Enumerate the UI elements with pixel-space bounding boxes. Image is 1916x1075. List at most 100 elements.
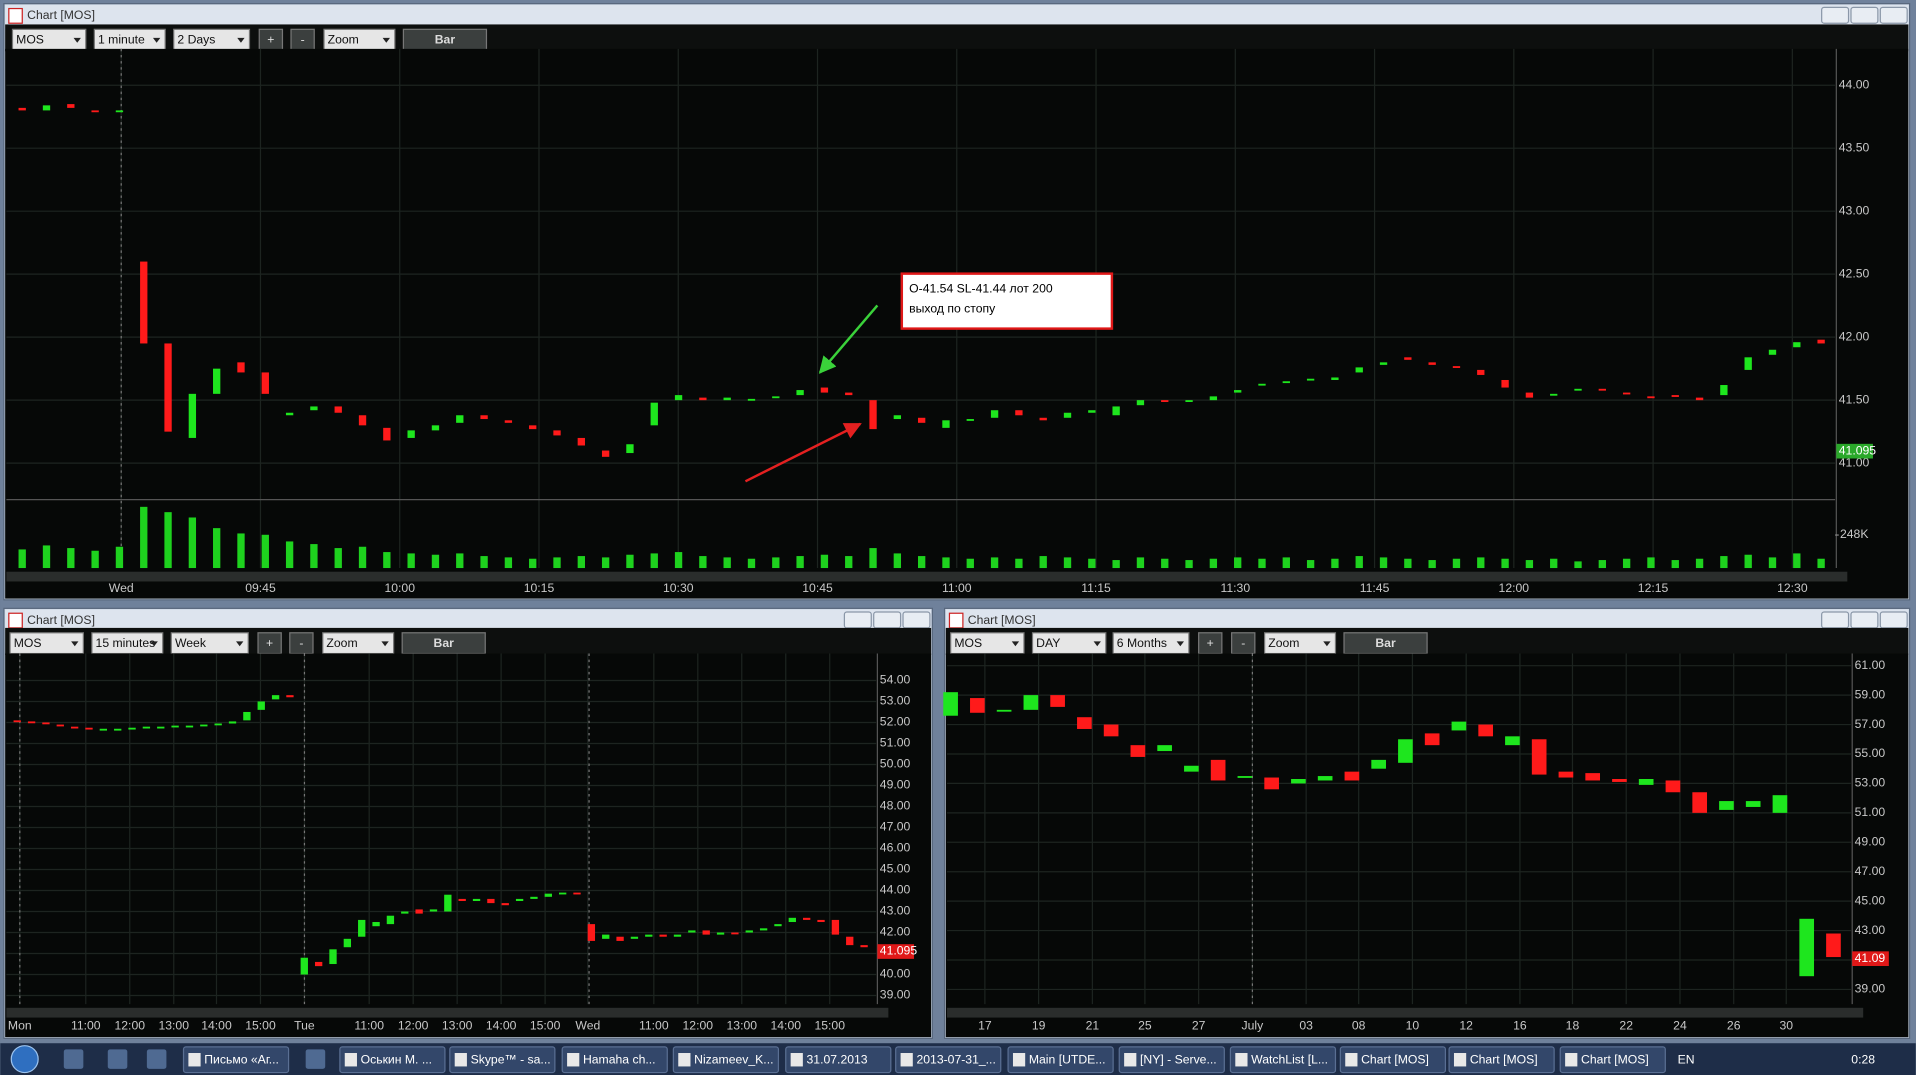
x-tick-label: 10:30: [663, 581, 694, 595]
volume-bar: [1768, 557, 1777, 569]
taskbar-item-icon: [1453, 1053, 1467, 1067]
last-price-label: 41.09: [1855, 951, 1886, 965]
scrollbar[interactable]: [947, 1007, 1864, 1018]
candle: [285, 412, 294, 416]
candle: [630, 936, 639, 939]
bar-label: Bar: [1375, 636, 1396, 650]
volume-bar: [626, 554, 634, 569]
start-button[interactable]: [10, 1045, 39, 1074]
interval-label: 1 minute: [98, 33, 145, 47]
taskbar-item[interactable]: [1118, 1046, 1225, 1074]
dropdown-arrow: [152, 37, 161, 43]
minimize-button[interactable]: [1821, 6, 1850, 24]
quick-launch-icon[interactable]: [146, 1049, 167, 1069]
candle: [601, 450, 610, 457]
maximize-button[interactable]: [873, 611, 902, 629]
y-tick-label: 41.50: [1839, 392, 1870, 406]
taskbar-item-label: [NY] - Serve...: [1140, 1053, 1217, 1067]
interval-label: 15 minutes: [96, 636, 156, 650]
volume-bar: [674, 552, 683, 569]
symbol-label: MOS: [14, 636, 42, 650]
volume-bar: [1817, 558, 1825, 569]
quick-launch-icon[interactable]: [305, 1049, 326, 1069]
scrollbar[interactable]: [6, 1007, 889, 1018]
taskbar-item[interactable]: [1007, 1046, 1114, 1074]
maximize-button[interactable]: [1850, 611, 1879, 629]
candle: [128, 727, 136, 730]
taskbar-item-icon: [188, 1053, 201, 1067]
candle: [1157, 745, 1172, 752]
candle: [831, 919, 840, 935]
taskbar-item[interactable]: [182, 1046, 290, 1074]
candle: [91, 110, 99, 113]
candle: [314, 961, 323, 967]
taskbar-item[interactable]: [785, 1046, 892, 1074]
volume-bar: [1428, 560, 1436, 569]
candle: [796, 390, 804, 396]
candle: [1050, 695, 1065, 707]
taskbar-item-icon: [678, 1053, 691, 1067]
candle: [1772, 795, 1788, 813]
candle: [115, 110, 124, 113]
candle: [817, 919, 825, 923]
y-tick-label: 47.00: [880, 820, 911, 834]
last-price-label: 41.095: [880, 944, 918, 958]
candle: [688, 930, 696, 933]
x-tick-label: 12:30: [1777, 581, 1808, 595]
taskbar-item-label: Оськин М. ...: [361, 1053, 432, 1067]
volume-bar: [990, 557, 999, 569]
taskbar-item[interactable]: [561, 1046, 668, 1074]
candle: [1237, 776, 1253, 778]
y-tick-label: 42.50: [1839, 266, 1870, 280]
candle: [286, 695, 294, 698]
volume-bar: [1695, 558, 1704, 569]
dropdown-arrow: [381, 641, 389, 647]
taskbar-item[interactable]: [339, 1046, 446, 1074]
close-button[interactable]: [1879, 611, 1908, 629]
quick-launch-icon[interactable]: [107, 1049, 128, 1069]
candle: [1585, 773, 1601, 781]
candle: [1136, 400, 1145, 406]
minimize-button[interactable]: [843, 611, 872, 629]
dropdown-arrow: [236, 641, 244, 647]
taskbar-item[interactable]: [672, 1046, 780, 1074]
candle: [1424, 733, 1440, 746]
scrollbar[interactable]: [6, 571, 1848, 582]
quick-launch-icon[interactable]: [63, 1049, 84, 1069]
candle: [1039, 417, 1047, 421]
candle: [1023, 695, 1039, 710]
candle: [67, 104, 75, 108]
candle: [157, 726, 165, 729]
close-button[interactable]: [1879, 6, 1908, 24]
taskbar-item[interactable]: [1448, 1046, 1555, 1074]
candle: [1525, 392, 1534, 398]
minimize-button[interactable]: [1821, 611, 1850, 629]
taskbar-item[interactable]: [895, 1046, 1002, 1074]
volume-bar: [383, 552, 391, 569]
taskbar-item[interactable]: [1339, 1046, 1447, 1074]
y-tick-label: 50.00: [880, 757, 911, 771]
plus-label: +: [1207, 636, 1214, 650]
candle: [1317, 776, 1333, 781]
y-tick-label: 49.00: [880, 778, 911, 792]
window-title: Chart [MOS]: [968, 613, 1036, 627]
candle: [943, 692, 958, 716]
taskbar-item[interactable]: [449, 1046, 556, 1074]
volume-bar: [18, 549, 26, 569]
candle: [487, 898, 495, 904]
candle: [1063, 412, 1072, 418]
taskbar-item-icon: [1345, 1053, 1358, 1067]
close-button[interactable]: [902, 611, 931, 629]
volume-bar: [1306, 560, 1315, 569]
green-arrow: [818, 304, 879, 374]
candle: [747, 398, 756, 401]
candle: [504, 420, 513, 423]
taskbar-item[interactable]: [1229, 1046, 1337, 1074]
taskbar-item[interactable]: [1559, 1046, 1666, 1074]
range-label: 2 Days: [177, 33, 215, 47]
candle: [85, 727, 93, 730]
taskbar-item-icon: [567, 1053, 580, 1067]
volume-bar: [1598, 560, 1606, 569]
volume-bar: [1671, 560, 1679, 569]
maximize-button[interactable]: [1850, 6, 1879, 24]
